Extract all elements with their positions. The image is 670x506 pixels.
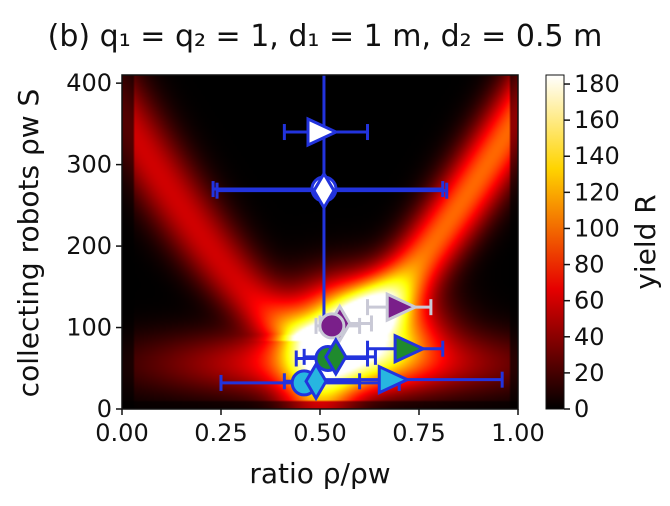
colorbar-gradient [545,74,565,410]
colorbar-tick-label: 180 [574,70,620,98]
data-point-circle [318,312,346,340]
colorbar-tick-label: 120 [574,178,620,206]
y-axis: 0 100 200 300 400 [66,69,122,423]
colorbar-tick-label: 80 [574,251,605,279]
colorbar-label: yield R [629,194,662,289]
data-markers [290,116,427,402]
colorbar-ticks: 0 20 40 60 80 100 120 140 160 180 [564,70,620,423]
y-tick-label: 0 [97,395,112,423]
colorbar-tick-label: 100 [574,214,620,242]
x-tick-label: 0.50 [293,419,346,447]
x-tick-label: 0.75 [392,419,445,447]
colorbar-tick-label: 0 [574,395,589,423]
x-tick-label: 0.00 [95,419,148,447]
x-axis: 0.00 0.25 0.50 0.75 1.00 [95,409,545,447]
colorbar-tick-label: 20 [574,359,605,387]
y-tick-label: 400 [66,69,112,97]
data-point-diamond [312,170,336,211]
x-axis-label: ratio ρ/ρw [249,457,390,490]
y-tick-label: 300 [66,151,112,179]
data-point-diamond [304,361,328,402]
colorbar-tick-label: 40 [574,323,605,351]
data-point-diamond [324,336,348,377]
y-tick-label: 200 [66,232,112,260]
y-tick-label: 100 [66,314,112,342]
x-tick-label: 1.00 [491,419,544,447]
colorbar: 0 20 40 60 80 100 120 140 160 180 yield R [545,70,662,423]
chart-title: (b) q₁ = q₂ = 1, d₁ = 1 m, d₂ = 0.5 m [48,19,603,54]
y-axis-label: collecting robots ρw S [12,89,45,398]
colorbar-tick-label: 160 [574,106,620,134]
data-point-triangle [377,364,411,396]
data-point-triangle [306,116,340,148]
data-point-triangle [393,333,427,365]
colorbar-tick-label: 60 [574,287,605,315]
data-point-triangle [385,291,419,323]
x-tick-label: 0.25 [194,419,247,447]
colorbar-tick-label: 140 [574,142,620,170]
